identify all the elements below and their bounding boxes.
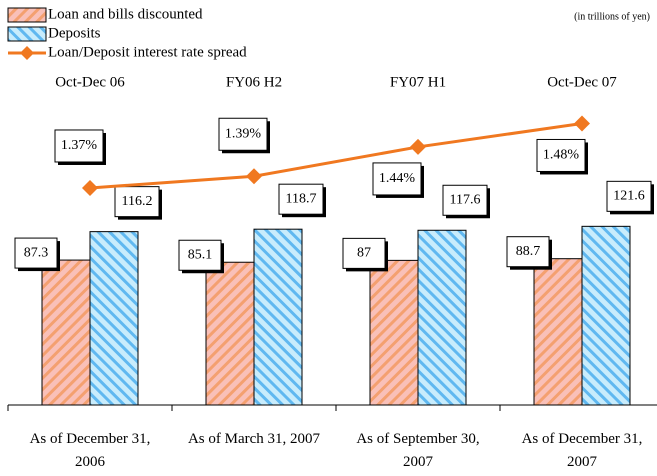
legend-label: Deposits [48, 25, 101, 41]
bar-value-label-box [114, 186, 160, 218]
legend-label: Loan/Deposit interest rate spread [48, 44, 247, 60]
bar [417, 229, 467, 406]
spread-value-label-box [536, 138, 586, 172]
bar-value-label: 116.2 [122, 194, 153, 209]
unit-note: (in trillions of yen) [574, 11, 650, 22]
legend-swatch [7, 7, 47, 23]
bar [205, 261, 255, 406]
spread-line [89, 121, 583, 190]
spread-value-label: 1.39% [225, 126, 262, 141]
bar-value-label: 87 [357, 246, 371, 261]
bar-value-label-box [506, 236, 550, 268]
legend-marker [20, 46, 34, 60]
bar [533, 258, 583, 406]
spread-value-label: 1.48% [543, 148, 580, 163]
period-label: FY06 H2 [226, 74, 282, 90]
bar-value-label-box [178, 239, 222, 271]
spread-marker [410, 138, 426, 155]
bar [581, 225, 631, 406]
bar-value-label-box [278, 183, 324, 215]
x-tick-label: As of December 31, 2007 [521, 431, 643, 470]
spread-value-label: 1.37% [61, 138, 98, 153]
bar [89, 231, 139, 406]
bar [41, 259, 91, 406]
x-tick-label: As of March 31, 2007 [187, 431, 321, 447]
bar-value-label-box [14, 237, 58, 269]
period-label: FY07 H1 [390, 74, 446, 90]
bar-value-label: 121.6 [613, 189, 645, 204]
spread-value-label-box [218, 117, 268, 151]
bar-value-label: 118.7 [286, 191, 317, 206]
bar-value-label: 87.3 [24, 245, 49, 260]
spread-value-label: 1.44% [379, 171, 416, 186]
legend-swatch [7, 26, 47, 42]
bar-value-label-box [606, 180, 652, 212]
spread-marker [246, 168, 262, 185]
period-label: Oct-Dec 07 [547, 74, 617, 90]
spread-marker [574, 115, 590, 132]
x-tick-label: As of September 30, 2007 [356, 431, 480, 470]
bar [253, 228, 303, 406]
bar-value-label: 117.6 [450, 192, 481, 207]
bar-value-label-box [442, 184, 488, 216]
bar-value-label: 88.7 [516, 244, 541, 259]
spread-value-label-box [372, 162, 422, 196]
bar-value-label: 85.1 [188, 247, 213, 262]
spread-value-label-box [54, 129, 104, 163]
spread-marker [82, 179, 98, 196]
x-tick-label: As of December 31, 2006 [29, 431, 151, 470]
bar-value-label-box [342, 237, 386, 269]
period-label: Oct-Dec 06 [55, 74, 125, 90]
bar [369, 259, 419, 406]
legend-label: Loan and bills discounted [48, 6, 203, 22]
